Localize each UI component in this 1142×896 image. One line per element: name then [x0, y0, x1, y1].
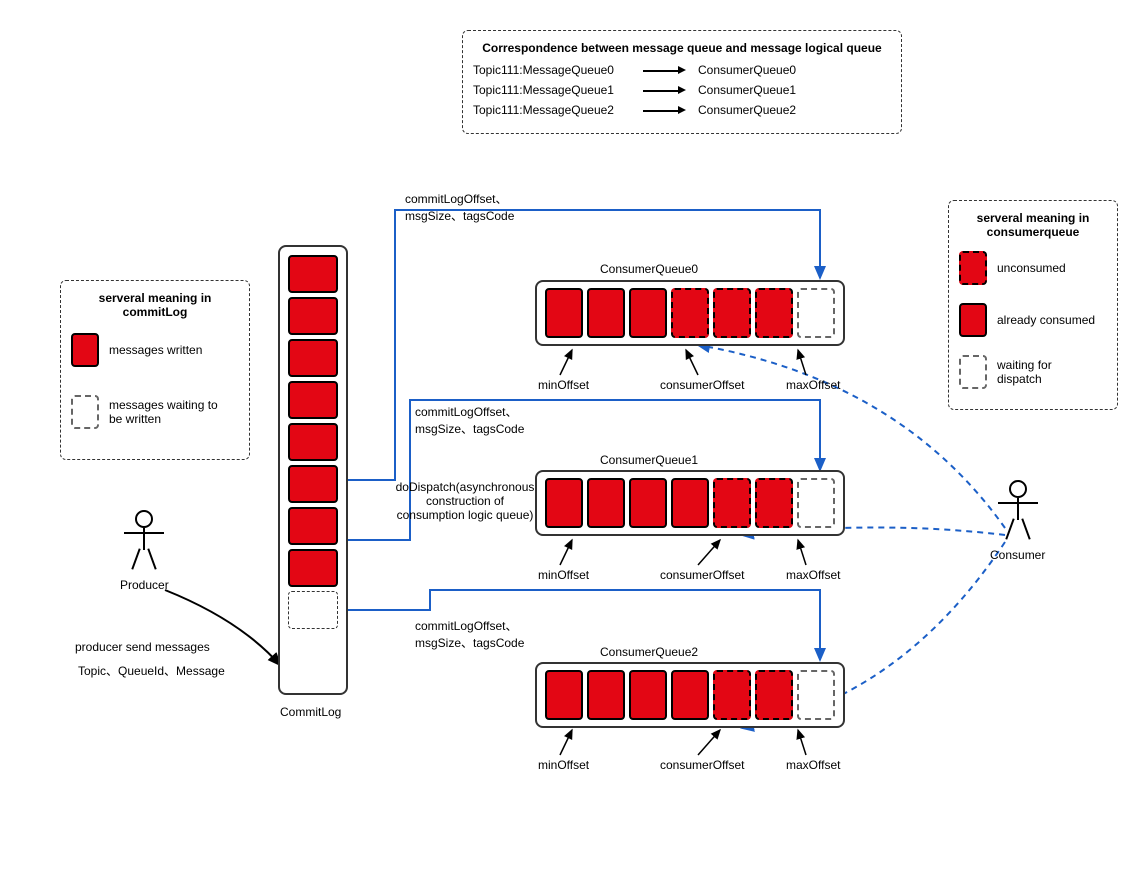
- q-cell: [797, 670, 835, 720]
- q-cell: [629, 478, 667, 528]
- empty-dashed-icon: [959, 355, 987, 389]
- offset-caption-2: commitLogOffset、msgSize、tagsCode: [415, 617, 555, 651]
- q2-consumer: consumerOffset: [660, 758, 744, 772]
- corr-right-0: ConsumerQueue0: [698, 63, 796, 77]
- msg-empty-cell: [288, 591, 338, 629]
- corr-row-1: Topic111:MessageQueue1 ConsumerQueue1: [473, 83, 891, 97]
- q-cell: [671, 670, 709, 720]
- q-cell: [797, 478, 835, 528]
- q1-min: minOffset: [538, 568, 589, 582]
- consumer-actor: Consumer: [990, 480, 1045, 562]
- q-cell: [629, 670, 667, 720]
- q-cell: [671, 478, 709, 528]
- q-cell: [755, 288, 793, 338]
- consumer-label: Consumer: [990, 548, 1045, 562]
- q-cell: [629, 288, 667, 338]
- red-dashed-icon: [959, 251, 987, 285]
- msg-cell: [288, 297, 338, 335]
- offset-caption-0: commitLogOffset、msgSize、tagsCode: [405, 190, 545, 224]
- legend-item: already consumed: [959, 303, 1107, 337]
- msg-cell: [288, 423, 338, 461]
- legend-item: messages waiting to be written: [71, 395, 239, 429]
- legend-item: messages written: [71, 333, 239, 367]
- legend-item: unconsumed: [959, 251, 1107, 285]
- q2-max: maxOffset: [786, 758, 840, 772]
- offset-caption-1: commitLogOffset、msgSize、tagsCode: [415, 403, 555, 437]
- legend-label: messages written: [109, 343, 202, 357]
- q-cell: [671, 288, 709, 338]
- q-cell: [587, 478, 625, 528]
- q-cell: [545, 288, 583, 338]
- queue2-title: ConsumerQueue2: [600, 645, 698, 659]
- legend-commitlog-title: serveral meaning in commitLog: [71, 291, 239, 319]
- queue0-title: ConsumerQueue0: [600, 262, 698, 276]
- queue0-box: [535, 280, 845, 346]
- q0-min: minOffset: [538, 378, 589, 392]
- q-cell: [797, 288, 835, 338]
- q-cell: [545, 478, 583, 528]
- legend-label: waiting for dispatch: [997, 358, 1097, 386]
- legend-cq-title: serveral meaning in consumerqueue: [959, 211, 1107, 239]
- q-cell: [545, 670, 583, 720]
- queue1-box: [535, 470, 845, 536]
- queue1-title: ConsumerQueue1: [600, 453, 698, 467]
- red-solid-icon: [959, 303, 987, 337]
- corr-left-0: Topic111:MessageQueue0: [473, 63, 638, 77]
- legend-commitlog: serveral meaning in commitLog messages w…: [60, 280, 250, 460]
- corr-left-2: Topic111:MessageQueue2: [473, 103, 638, 117]
- corr-row-2: Topic111:MessageQueue2 ConsumerQueue2: [473, 103, 891, 117]
- queue2-box: [535, 662, 845, 728]
- msg-cell: [288, 465, 338, 503]
- corr-right-1: ConsumerQueue1: [698, 83, 796, 97]
- q-cell: [713, 478, 751, 528]
- producer-caption2: Topic、QueueId、Message: [78, 662, 225, 679]
- corr-right-2: ConsumerQueue2: [698, 103, 796, 117]
- msg-cell: [288, 255, 338, 293]
- commitlog-box: [278, 245, 348, 695]
- legend-item: waiting for dispatch: [959, 355, 1107, 389]
- q-cell: [755, 478, 793, 528]
- dispatch-label: doDispatch(asynchronous construction of …: [395, 480, 535, 522]
- legend-label: already consumed: [997, 313, 1095, 327]
- red-cell-icon: [71, 333, 99, 367]
- legend-label: messages waiting to be written: [109, 398, 229, 426]
- q1-consumer: consumerOffset: [660, 568, 744, 582]
- producer-caption1: producer send messages: [75, 640, 210, 654]
- msg-cell: [288, 381, 338, 419]
- q-cell: [587, 288, 625, 338]
- correspondence-box: Correspondence between message queue and…: [462, 30, 902, 134]
- q1-max: maxOffset: [786, 568, 840, 582]
- corr-left-1: Topic111:MessageQueue1: [473, 83, 638, 97]
- q-cell: [587, 670, 625, 720]
- producer-actor: Producer: [120, 510, 169, 592]
- msg-cell: [288, 339, 338, 377]
- q-cell: [755, 670, 793, 720]
- corr-row-0: Topic111:MessageQueue0 ConsumerQueue0: [473, 63, 891, 77]
- q-cell: [713, 670, 751, 720]
- legend-consumerqueue: serveral meaning in consumerqueue uncons…: [948, 200, 1118, 410]
- q0-consumer: consumerOffset: [660, 378, 744, 392]
- msg-cell: [288, 507, 338, 545]
- msg-cell: [288, 549, 338, 587]
- legend-label: unconsumed: [997, 261, 1066, 275]
- q2-min: minOffset: [538, 758, 589, 772]
- q0-max: maxOffset: [786, 378, 840, 392]
- producer-label: Producer: [120, 578, 169, 592]
- empty-cell-icon: [71, 395, 99, 429]
- commitlog-label: CommitLog: [280, 705, 341, 719]
- correspondence-title: Correspondence between message queue and…: [473, 41, 891, 55]
- q-cell: [713, 288, 751, 338]
